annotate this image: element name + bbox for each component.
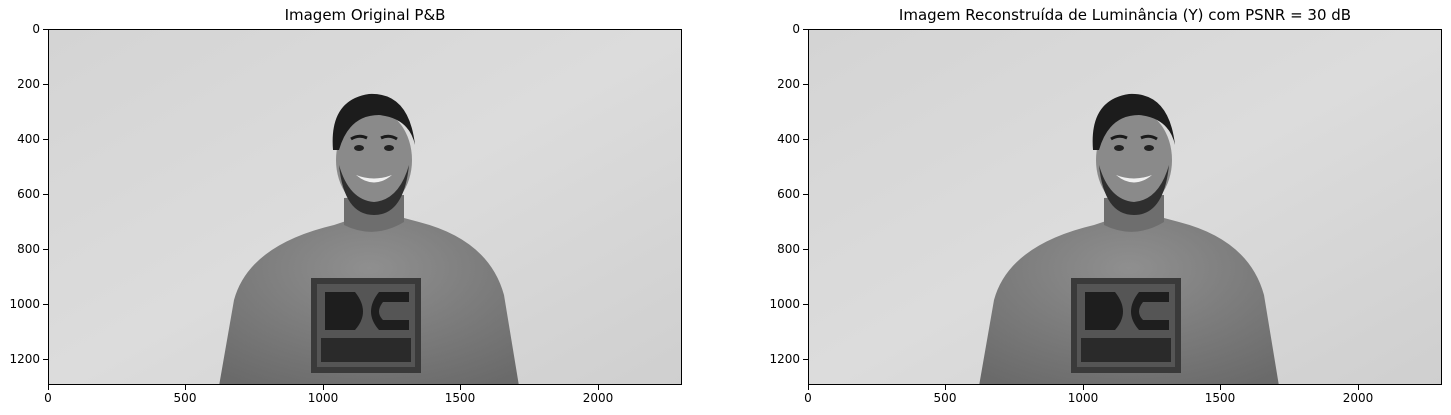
right-y-tickmark bbox=[803, 139, 808, 140]
left-x-tick-label: 1500 bbox=[444, 391, 476, 405]
right-x-tick-label: 0 bbox=[804, 391, 812, 405]
left-x-tickmark bbox=[598, 385, 599, 390]
left-y-tickmark bbox=[43, 304, 48, 305]
right-y-tickmark bbox=[803, 194, 808, 195]
right-x-tickmark bbox=[808, 385, 809, 390]
left-y-tick-label: 0 bbox=[32, 22, 40, 36]
right-image-panel: Imagem Reconstruída de Luminância (Y) co… bbox=[760, 0, 1451, 415]
left-y-tickmark bbox=[43, 84, 48, 85]
left-y-tickmark bbox=[43, 359, 48, 360]
left-x-tick-label: 2000 bbox=[582, 391, 614, 405]
left-y-tickmark bbox=[43, 29, 48, 30]
right-x-tick-label: 500 bbox=[933, 391, 957, 405]
right-y-tickmark bbox=[803, 84, 808, 85]
right-y-tick-label: 200 bbox=[777, 77, 800, 91]
left-y-tick-label: 200 bbox=[17, 77, 40, 91]
left-x-tickmark bbox=[48, 385, 49, 390]
left-y-tickmark bbox=[43, 249, 48, 250]
left-x-tick-label: 500 bbox=[173, 391, 197, 405]
right-x-tick-label: 1500 bbox=[1204, 391, 1236, 405]
right-x-tick-label: 2000 bbox=[1342, 391, 1374, 405]
left-x-tickmark bbox=[185, 385, 186, 390]
left-y-tick-label: 400 bbox=[17, 132, 40, 146]
right-image-title: Imagem Reconstruída de Luminância (Y) co… bbox=[898, 6, 1352, 24]
right-x-tick-label: 1000 bbox=[1067, 391, 1099, 405]
right-y-tick-label: 800 bbox=[777, 242, 800, 256]
left-portrait-image bbox=[49, 30, 681, 384]
left-x-tick-label: 1000 bbox=[307, 391, 339, 405]
right-x-tickmark bbox=[945, 385, 946, 390]
right-y-tick-label: 400 bbox=[777, 132, 800, 146]
left-y-tick-label: 1000 bbox=[9, 297, 40, 311]
right-y-tickmark bbox=[803, 359, 808, 360]
left-y-tickmark bbox=[43, 194, 48, 195]
right-x-tickmark bbox=[1083, 385, 1084, 390]
right-portrait-image bbox=[809, 30, 1441, 384]
left-x-tickmark bbox=[323, 385, 324, 390]
right-y-tickmark bbox=[803, 29, 808, 30]
left-image-frame bbox=[48, 29, 682, 385]
right-y-tickmark bbox=[803, 304, 808, 305]
left-y-tickmark bbox=[43, 139, 48, 140]
right-y-tick-label: 1000 bbox=[769, 297, 800, 311]
left-y-tick-label: 600 bbox=[17, 187, 40, 201]
left-y-tick-label: 1200 bbox=[9, 352, 40, 366]
left-image-panel: Imagem Original P&B bbox=[0, 0, 700, 415]
right-x-tickmark bbox=[1220, 385, 1221, 390]
left-x-tick-label: 0 bbox=[44, 391, 52, 405]
right-image-frame bbox=[808, 29, 1442, 385]
right-y-tickmark bbox=[803, 249, 808, 250]
left-x-tickmark bbox=[460, 385, 461, 390]
right-x-tickmark bbox=[1358, 385, 1359, 390]
right-y-tick-label: 600 bbox=[777, 187, 800, 201]
left-y-tick-label: 800 bbox=[17, 242, 40, 256]
right-y-tick-label: 0 bbox=[792, 22, 800, 36]
left-image-title: Imagem Original P&B bbox=[284, 6, 446, 24]
right-y-tick-label: 1200 bbox=[769, 352, 800, 366]
